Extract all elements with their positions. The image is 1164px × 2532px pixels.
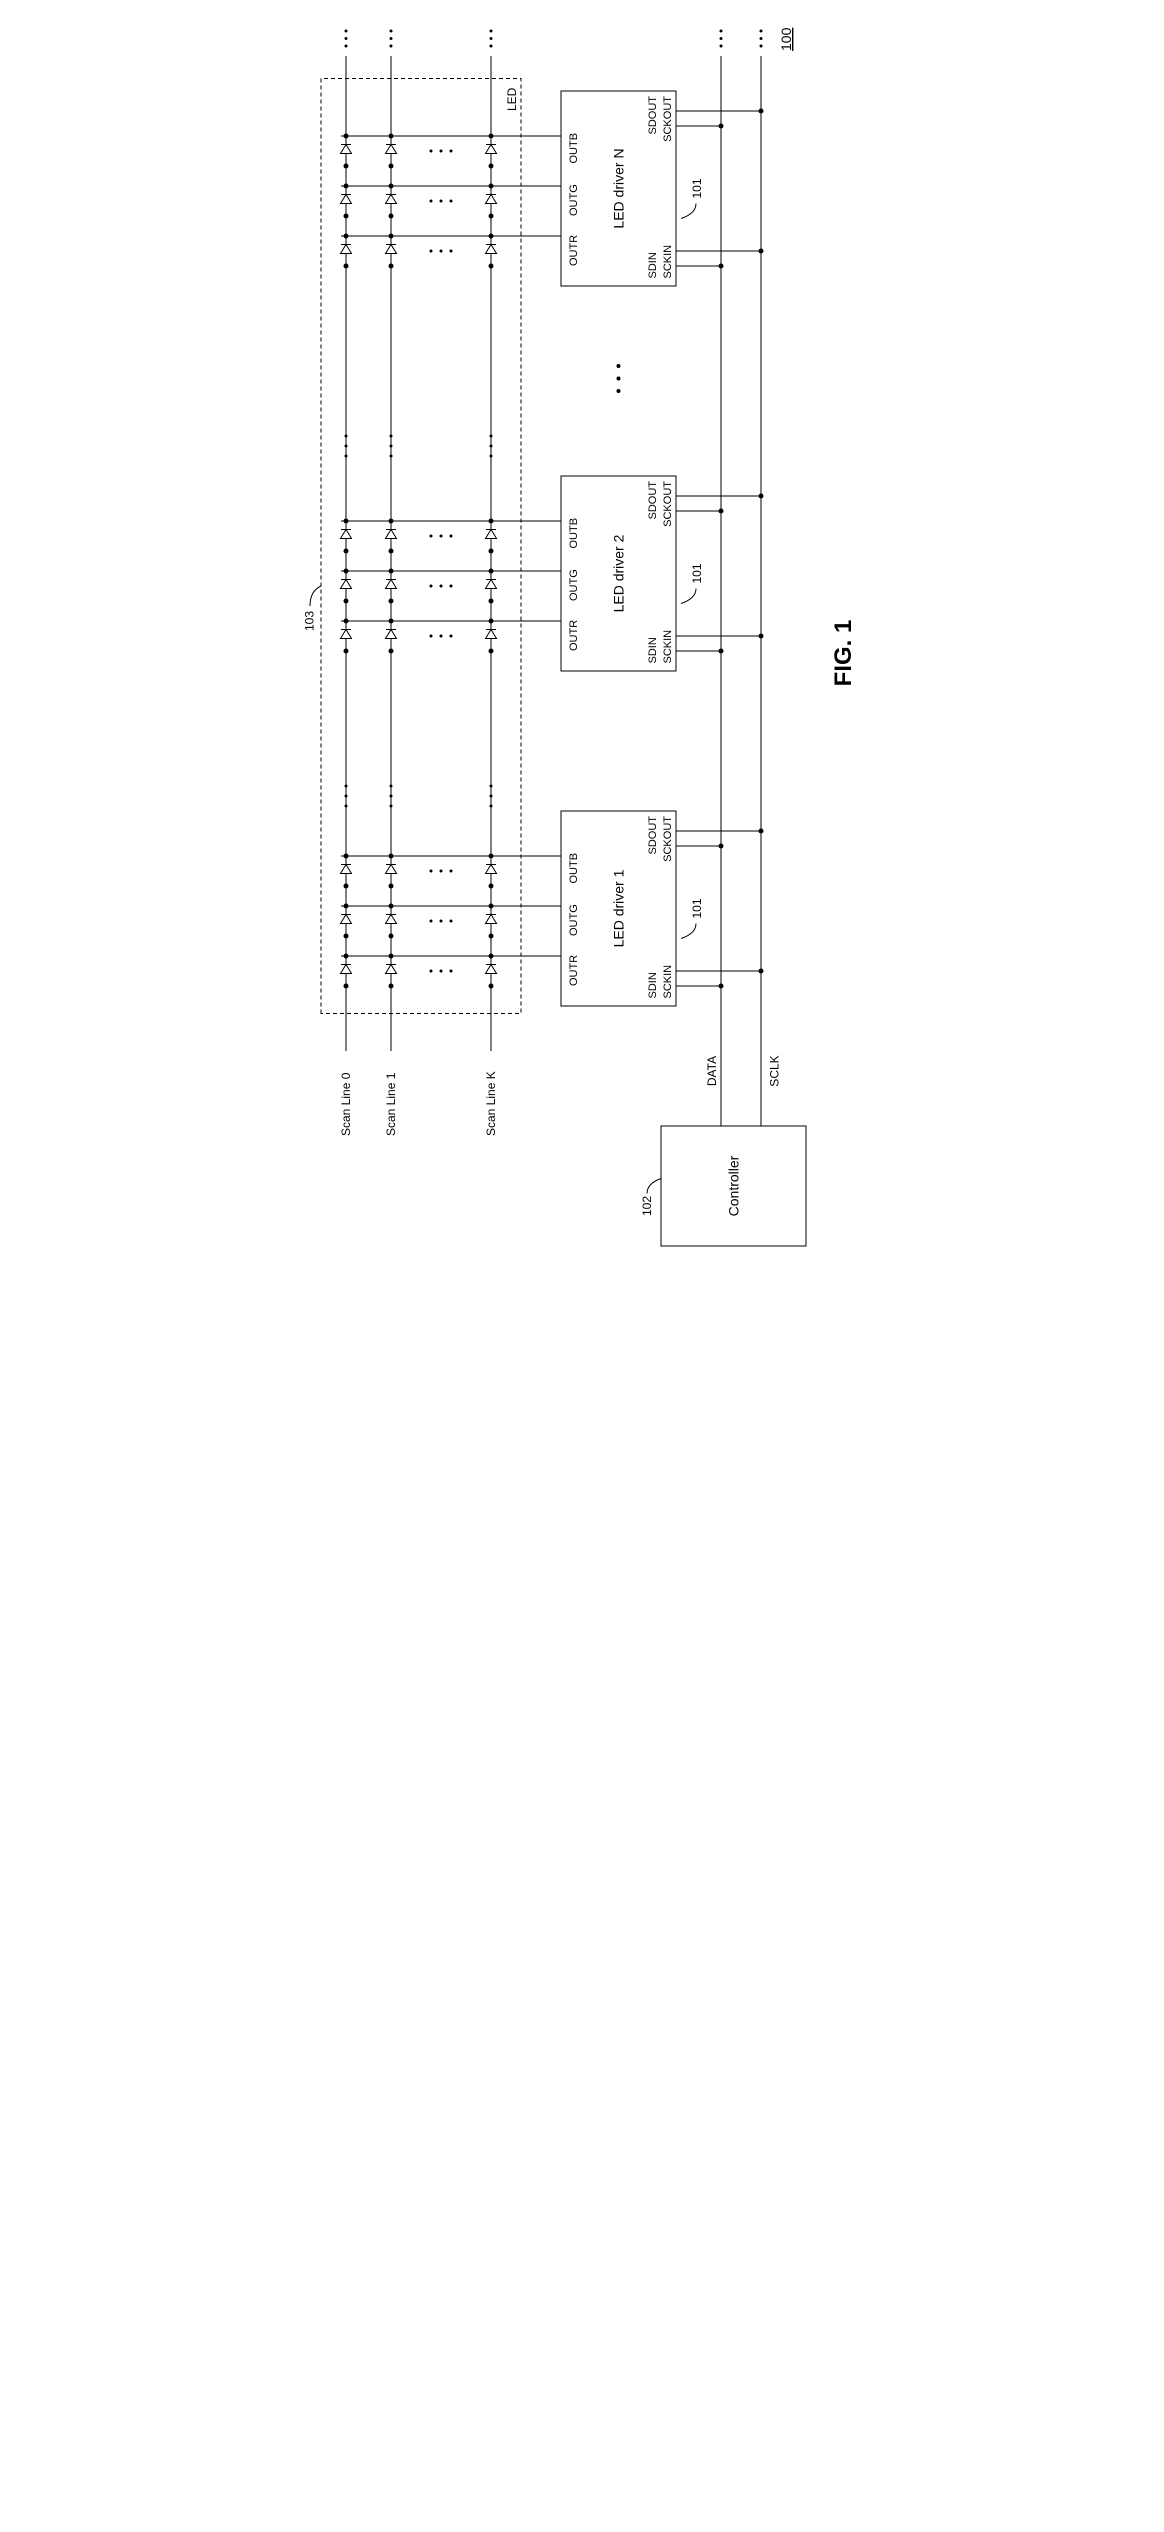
svg-text:OUTB: OUTB (568, 518, 580, 549)
svg-text:SCKIN: SCKIN (662, 965, 674, 999)
scanline-0-label: Scan Line 0 (339, 1072, 353, 1136)
ref-101-c: 101 (690, 178, 704, 198)
svg-text:SDOUT: SDOUT (647, 96, 659, 135)
figure-caption: FIG. 1 (830, 620, 857, 687)
svg-text:LED driver 2: LED driver 2 (611, 534, 627, 612)
svg-text:OUTG: OUTG (568, 904, 580, 936)
scanline-k-label: Scan Line K (484, 1071, 498, 1136)
svg-text:OUTG: OUTG (568, 569, 580, 601)
svg-text:OUTR: OUTR (568, 235, 580, 266)
svg-text:SDIN: SDIN (647, 972, 659, 998)
svg-text:OUTR: OUTR (568, 620, 580, 651)
ref-100: 100 (778, 27, 794, 51)
figure-svg: 103 Scan Line 0 Scan Line 1 Scan Line K … (291, 20, 873, 1286)
svg-text:OUTB: OUTB (568, 133, 580, 164)
svg-text:SDIN: SDIN (647, 637, 659, 663)
svg-text:LED driver 1: LED driver 1 (611, 869, 627, 947)
svg-text:LED driver N: LED driver N (611, 148, 627, 228)
svg-text:SCKIN: SCKIN (662, 630, 674, 664)
ref-103: 103 (303, 611, 317, 631)
ref-101-b: 101 (690, 563, 704, 583)
svg-text:OUTR: OUTR (568, 955, 580, 986)
svg-text:SDIN: SDIN (647, 252, 659, 278)
led-group-1 (341, 785, 562, 989)
bus-sclk-label: SCLK (768, 1055, 782, 1086)
led-group-2 (341, 435, 562, 654)
bus-taps (676, 109, 764, 989)
led-label: LED (505, 87, 519, 111)
controller-label: Controller (726, 1155, 742, 1216)
svg-text:SCKOUT: SCKOUT (662, 481, 674, 527)
svg-text:SDOUT: SDOUT (647, 816, 659, 855)
svg-text:OUTG: OUTG (568, 184, 580, 216)
svg-text:SCKOUT: SCKOUT (662, 816, 674, 862)
ref-101-a: 101 (690, 898, 704, 918)
driver-2: OUTR OUTG OUTB LED driver 2 SDIN SCKIN S… (561, 476, 676, 671)
driver-n: OUTR OUTG OUTB LED driver N SDIN SCKIN S… (561, 91, 676, 286)
svg-text:OUTB: OUTB (568, 853, 580, 884)
bus-data-label: DATA (705, 1056, 719, 1086)
ref-102: 102 (640, 1196, 654, 1216)
driver-1: OUTR OUTG OUTB LED driver 1 SDIN SCKIN S… (561, 811, 676, 1006)
driver-gap-dots (617, 364, 621, 393)
svg-text:SDOUT: SDOUT (647, 481, 659, 520)
svg-text:SCKIN: SCKIN (662, 245, 674, 279)
svg-text:SCKOUT: SCKOUT (662, 96, 674, 142)
scanline-1-label: Scan Line 1 (384, 1072, 398, 1136)
led-group-n (341, 134, 562, 269)
